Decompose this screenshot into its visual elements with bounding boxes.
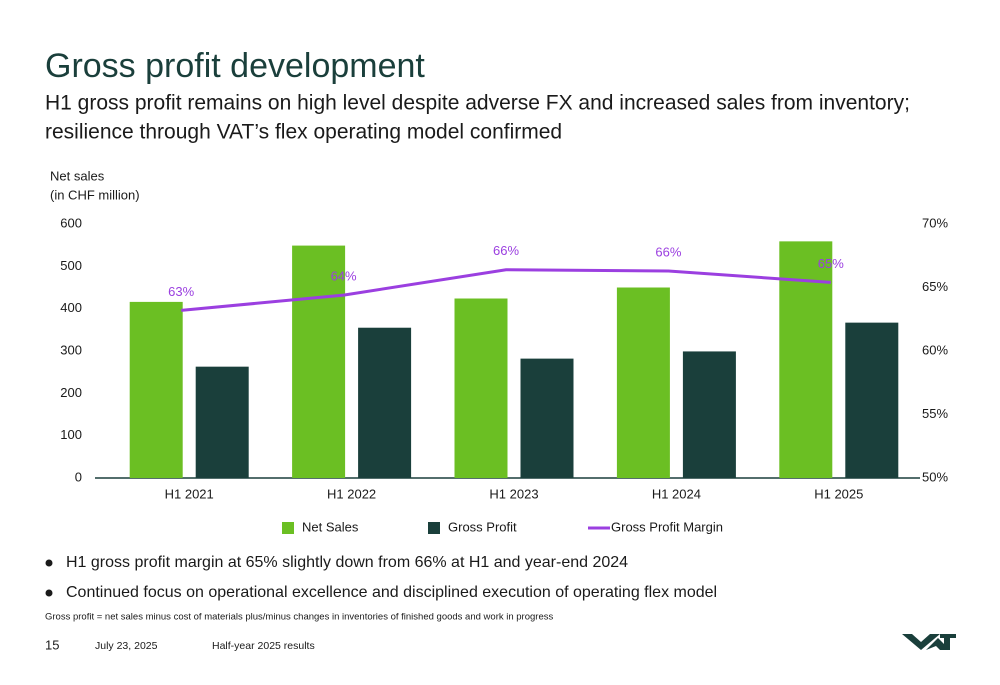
y-tick-label: 0: [75, 469, 82, 484]
bar: [454, 298, 508, 478]
legend-label: Net Sales: [302, 519, 359, 534]
x-tick-label: H1 2025: [814, 486, 863, 501]
bar: [129, 301, 183, 478]
data-label: 66%: [655, 244, 681, 259]
footer-event: Half-year 2025 results: [212, 640, 315, 652]
data-label: 63%: [168, 284, 194, 299]
data-label: 65%: [818, 256, 844, 271]
y2-tick-label: 65%: [922, 279, 948, 294]
slide-title: Gross profit development: [45, 47, 425, 85]
bar: [292, 245, 346, 478]
bar: [845, 322, 899, 478]
x-tick-label: H1 2021: [165, 486, 214, 501]
y-axis-label: (in CHF million): [50, 187, 140, 202]
bullet-dot: [45, 589, 53, 597]
bar: [682, 351, 736, 478]
y-tick-label: 100: [60, 427, 82, 442]
bullet-dot: [45, 559, 53, 567]
legend-swatch: [428, 522, 440, 534]
x-tick-label: H1 2024: [652, 486, 701, 501]
bar: [520, 358, 574, 478]
subtitle: H1 gross profit remains on high level de…: [45, 92, 910, 115]
y2-tick-label: 50%: [922, 469, 948, 484]
footnote: Gross profit = net sales minus cost of m…: [45, 612, 553, 623]
page-number: 15: [45, 637, 59, 652]
logo: [902, 634, 956, 650]
subtitle: resilience through VAT’s flex operating …: [45, 121, 562, 144]
footer-date: July 23, 2025: [95, 640, 158, 652]
bar: [779, 241, 833, 478]
bar: [195, 366, 249, 478]
data-label: 66%: [493, 243, 519, 258]
legend-swatch: [282, 522, 294, 534]
legend-label: Gross Profit Margin: [611, 519, 723, 534]
y2-tick-label: 60%: [922, 342, 948, 357]
y-tick-label: 400: [60, 300, 82, 315]
y-tick-label: 600: [60, 215, 82, 230]
y-tick-label: 500: [60, 258, 82, 273]
x-tick-label: H1 2023: [489, 486, 538, 501]
y-tick-label: 200: [60, 385, 82, 400]
data-label: 64%: [331, 269, 357, 284]
legend-label: Gross Profit: [448, 519, 517, 534]
bar: [616, 287, 670, 478]
y-tick-label: 300: [60, 342, 82, 357]
bullet: Continued focus on operational excellenc…: [66, 584, 717, 601]
line: [181, 268, 831, 312]
bullet: H1 gross profit margin at 65% slightly d…: [66, 554, 628, 571]
bar: [358, 327, 412, 478]
y-axis-label: Net sales: [50, 168, 105, 183]
y2-tick-label: 70%: [922, 215, 948, 230]
x-tick-label: H1 2022: [327, 486, 376, 501]
y2-tick-label: 55%: [922, 406, 948, 421]
